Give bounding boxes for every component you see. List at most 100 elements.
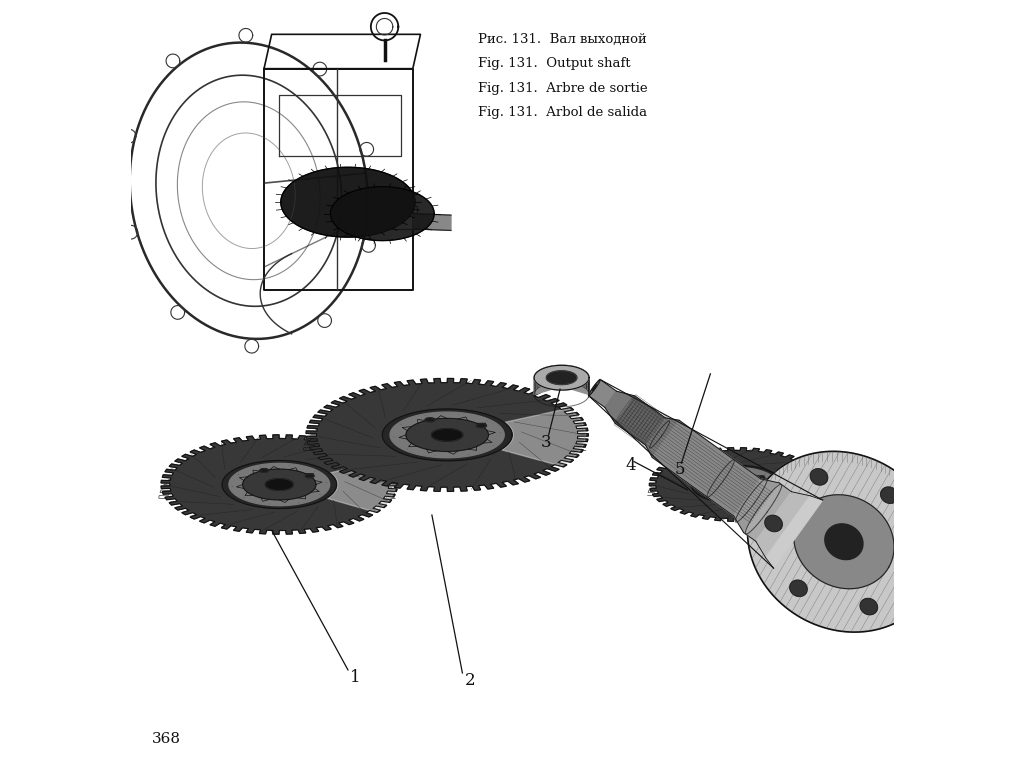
Polygon shape [390, 412, 504, 458]
Polygon shape [222, 461, 337, 508]
Polygon shape [355, 452, 359, 468]
Polygon shape [804, 466, 807, 480]
Polygon shape [535, 365, 589, 390]
Polygon shape [414, 384, 419, 401]
Text: 1: 1 [350, 669, 360, 686]
Polygon shape [368, 392, 373, 410]
Text: 3: 3 [541, 434, 552, 451]
Polygon shape [649, 448, 824, 521]
Polygon shape [790, 580, 807, 597]
Polygon shape [199, 452, 203, 468]
Polygon shape [336, 446, 341, 462]
Polygon shape [389, 387, 395, 404]
Polygon shape [605, 391, 635, 423]
Polygon shape [726, 480, 749, 489]
Polygon shape [592, 385, 596, 391]
Polygon shape [306, 378, 588, 491]
Polygon shape [696, 468, 777, 501]
Polygon shape [161, 435, 397, 534]
Polygon shape [670, 463, 674, 476]
Polygon shape [589, 379, 616, 407]
Polygon shape [757, 452, 761, 464]
Polygon shape [775, 467, 823, 505]
Polygon shape [734, 479, 779, 533]
Polygon shape [502, 408, 586, 466]
Polygon shape [290, 439, 295, 454]
Polygon shape [252, 439, 258, 455]
Text: Рис. 131.  Вал выходной: Рис. 131. Вал выходной [477, 33, 646, 46]
Polygon shape [500, 388, 505, 405]
Polygon shape [349, 398, 353, 416]
Polygon shape [768, 453, 772, 466]
Polygon shape [243, 469, 316, 500]
Polygon shape [328, 461, 395, 512]
Polygon shape [744, 451, 750, 463]
Polygon shape [379, 389, 384, 407]
Polygon shape [697, 454, 701, 467]
Polygon shape [521, 393, 526, 410]
Polygon shape [766, 496, 822, 568]
Polygon shape [264, 439, 270, 454]
Polygon shape [177, 464, 181, 481]
Polygon shape [313, 441, 318, 457]
Polygon shape [541, 399, 545, 417]
Polygon shape [708, 472, 766, 497]
Polygon shape [218, 445, 223, 461]
Polygon shape [658, 472, 662, 485]
Polygon shape [241, 441, 246, 456]
Polygon shape [905, 552, 923, 568]
Polygon shape [323, 415, 327, 433]
Polygon shape [382, 409, 512, 461]
Polygon shape [860, 598, 878, 615]
Polygon shape [881, 487, 898, 504]
Text: 4: 4 [625, 457, 636, 474]
Text: 2: 2 [465, 672, 475, 689]
Polygon shape [183, 459, 187, 476]
Polygon shape [305, 474, 314, 478]
Polygon shape [229, 463, 330, 506]
Polygon shape [531, 396, 537, 414]
Polygon shape [797, 462, 801, 475]
Polygon shape [720, 451, 725, 463]
Polygon shape [260, 468, 268, 472]
Polygon shape [364, 456, 368, 473]
Polygon shape [778, 456, 782, 468]
Text: Fig. 131.  Arbre de sortie: Fig. 131. Arbre de sortie [477, 82, 647, 95]
Polygon shape [326, 443, 331, 459]
Polygon shape [451, 383, 457, 400]
Polygon shape [732, 450, 737, 462]
Polygon shape [535, 365, 589, 394]
Polygon shape [281, 167, 415, 237]
Polygon shape [615, 396, 666, 445]
Polygon shape [589, 379, 600, 396]
Polygon shape [678, 459, 682, 472]
Polygon shape [556, 407, 560, 425]
Polygon shape [318, 420, 322, 438]
Polygon shape [511, 390, 516, 407]
Polygon shape [426, 383, 431, 400]
Polygon shape [406, 418, 488, 452]
Polygon shape [535, 378, 589, 394]
Polygon shape [438, 383, 444, 400]
Polygon shape [476, 423, 486, 427]
Polygon shape [794, 494, 894, 589]
Polygon shape [765, 515, 782, 532]
Polygon shape [331, 187, 434, 240]
Polygon shape [758, 476, 765, 479]
Polygon shape [371, 461, 375, 477]
Text: Fig. 131.  Arbol de salida: Fig. 131. Arbol de salida [477, 106, 647, 119]
Polygon shape [748, 452, 940, 632]
Polygon shape [276, 439, 283, 454]
Polygon shape [547, 371, 577, 385]
Polygon shape [265, 478, 293, 491]
Polygon shape [302, 439, 307, 456]
Polygon shape [228, 443, 233, 459]
Text: Fig. 131.  Output shaft: Fig. 131. Output shaft [477, 57, 631, 70]
Polygon shape [173, 469, 176, 485]
Polygon shape [687, 456, 691, 469]
Polygon shape [328, 410, 332, 429]
Polygon shape [691, 465, 783, 504]
Polygon shape [413, 214, 451, 230]
Polygon shape [549, 403, 553, 421]
Polygon shape [743, 483, 792, 541]
